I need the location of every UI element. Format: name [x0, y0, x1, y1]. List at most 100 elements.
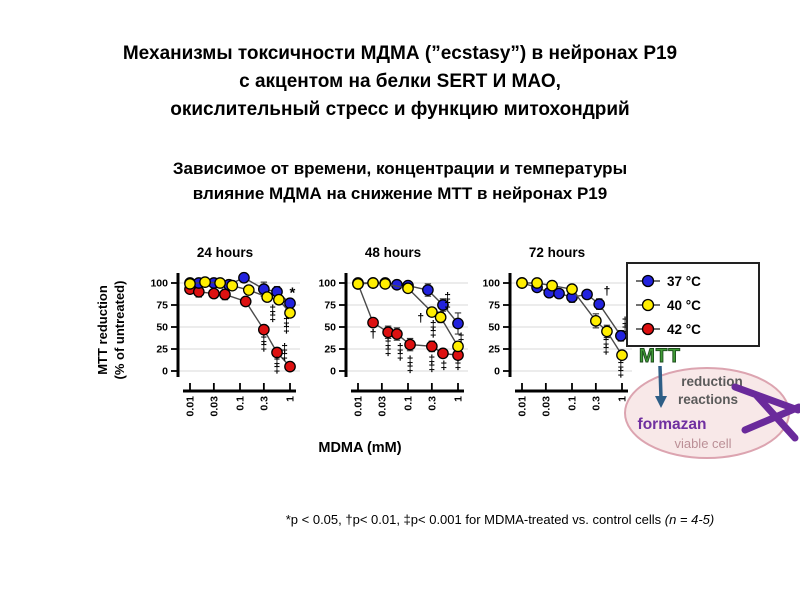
data-point-marker: [437, 347, 449, 360]
significance-symbol: ‡: [261, 340, 268, 354]
data-point-marker: [581, 288, 593, 301]
significance-symbol: ‡: [397, 341, 404, 355]
data-point-marker: [242, 284, 255, 296]
legend-item-37c: 37 °C: [635, 269, 751, 293]
slide-title: Механизмы токсичности МДМА (”ecstasy”) в…: [0, 40, 800, 124]
significance-symbol: ‡: [261, 332, 268, 346]
y-tick-label: 0: [330, 366, 336, 378]
data-point-marker: [531, 277, 543, 289]
formazan-label: formazan: [638, 416, 707, 433]
slide-subtitle-line-1: Зависимое от времени, концентрации и тем…: [172, 159, 628, 178]
significance-symbol: †: [370, 327, 377, 341]
x-tick-label: 1: [453, 396, 465, 402]
significance-symbol: ‡: [458, 331, 465, 345]
data-point-marker: [601, 325, 613, 338]
y-tick-label: 75: [324, 300, 336, 312]
legend-label-42c: 42 °C: [667, 321, 701, 337]
legend-marker-40c-icon: [636, 298, 660, 312]
significance-symbol: ‡: [622, 315, 629, 329]
footnote-main: *p < 0.05, †p< 0.01, ‡p< 0.001 for MDMA-…: [285, 512, 665, 527]
significance-symbol: ‡: [429, 353, 436, 367]
temperature-legend: 37 °C 40 °C 42 °C: [626, 262, 760, 347]
x-tick-label: 0.1: [403, 396, 415, 411]
data-point-marker: [219, 288, 231, 301]
data-point-marker: [226, 279, 239, 292]
x-tick-label: 0.03: [208, 396, 220, 417]
y-tick-label: 100: [482, 278, 500, 290]
x-tick-label: 0.1: [567, 396, 579, 411]
significance-symbol: ‡: [397, 349, 404, 363]
y-tick-label: 100: [318, 278, 336, 290]
x-tick-label: 0.1: [235, 396, 247, 411]
y-tick-label: 50: [324, 322, 336, 334]
data-point-marker: [426, 306, 438, 318]
significance-symbol: ‡: [603, 335, 610, 349]
significance-symbol: ‡: [385, 345, 392, 359]
data-point-marker: [590, 314, 602, 327]
data-point-marker: [352, 278, 364, 290]
significance-symbol: †: [417, 311, 424, 325]
significance-symbol: ‡: [603, 343, 610, 357]
x-axis: 0.01 0.03 0.1 0.3 1: [351, 383, 465, 416]
data-point-marker: [553, 287, 565, 300]
significance-symbol: †: [604, 284, 611, 298]
data-point-marker: [452, 317, 464, 330]
data-point-marker: [593, 298, 606, 310]
significance-symbol: ‡: [444, 298, 451, 312]
data-point-marker: [261, 291, 274, 303]
reduction-arrow-icon: [658, 365, 663, 399]
slide-subtitle: Зависимое от времени, концентрации и тем…: [0, 156, 800, 206]
significance-symbol: ‡: [274, 354, 281, 368]
y-tick-label: 25: [156, 344, 168, 356]
significance-symbol: ‡: [283, 314, 290, 328]
significance-symbol: ‡: [618, 358, 625, 372]
significance-symbol: *: [290, 285, 296, 302]
y-axis: 100 75 50 25 0: [318, 273, 348, 378]
data-point-marker: [238, 271, 250, 284]
slide-subtitle-line-2: влияние МДМА на снижение МТТ в нейронах …: [192, 184, 608, 203]
data-point-marker: [214, 277, 226, 289]
x-tick-label: 0.01: [353, 396, 365, 417]
significance-symbol: ‡: [444, 290, 451, 304]
significance-annotations: *‡‡ ‡‡‡‡ ‡‡‡‡: [261, 285, 296, 377]
chart-title: 48 hours: [365, 245, 421, 260]
x-tick-label: 0.3: [590, 396, 602, 411]
chart-title: 24 hours: [197, 245, 253, 260]
y-tick-label: 50: [488, 322, 500, 334]
y-tick-label: 0: [494, 366, 500, 378]
significance-symbol: ‡: [269, 310, 276, 324]
data-point-marker: [258, 323, 270, 336]
significance-symbol: ‡: [430, 326, 437, 340]
legend-label-40c: 40 °C: [667, 297, 701, 313]
significance-symbol: ‡: [407, 361, 414, 375]
data-point-marker: [284, 307, 296, 319]
data-point-marker: [379, 278, 392, 290]
data-point-marker: [566, 283, 578, 296]
y-tick-label: 100: [150, 278, 168, 290]
x-tick-label: 0.3: [258, 396, 270, 411]
data-point-marker: [546, 279, 558, 292]
data-point-marker: [452, 340, 464, 353]
significance-symbol: ‡: [440, 359, 447, 373]
x-tick-label: 0.01: [517, 396, 529, 417]
y-axis: 100 75 50 25 0: [150, 273, 180, 378]
mtt-formazan-diagram: MTT reduction reactions formazan viable …: [624, 346, 800, 459]
significance-symbol: ‡: [269, 302, 276, 316]
y-tick-label: 25: [324, 344, 336, 356]
y-axis-label: MTT reduction (% of untreated): [94, 250, 130, 410]
x-axis-label: MDMA (mM): [318, 440, 402, 456]
data-point-marker: [426, 340, 438, 353]
x-tick-label: 0.3: [426, 396, 438, 411]
viable-cell-label: viable cell: [674, 436, 731, 451]
legend-marker-37c-icon: [636, 274, 660, 288]
data-point-marker: [434, 311, 447, 324]
y-tick-label: 75: [156, 300, 168, 312]
series-40°C: [516, 277, 628, 362]
data-point-marker: [284, 360, 296, 373]
series-40°C: [184, 276, 296, 319]
significance-symbol: ‡: [430, 318, 437, 332]
